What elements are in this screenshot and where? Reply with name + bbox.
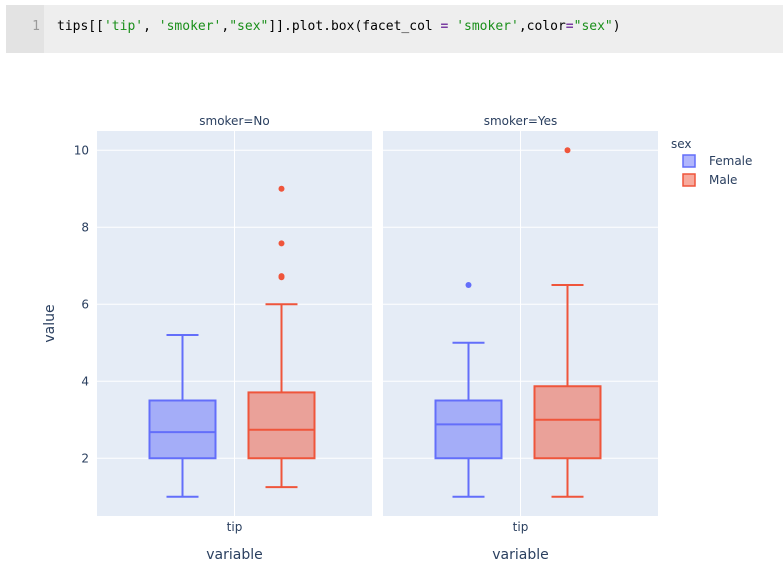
outlier-point — [278, 240, 285, 247]
legend: sex Female Male — [671, 137, 752, 187]
box-female — [148, 334, 217, 498]
code-token: 'smoker' — [456, 19, 519, 34]
y-tick-label: 4 — [81, 374, 89, 388]
iqr-box — [434, 399, 503, 460]
y-tick-label: 2 — [81, 451, 89, 465]
legend-title: sex — [671, 137, 692, 151]
legend-swatch-male — [682, 173, 696, 187]
code-cell[interactable]: 1 tips[['tip', 'smoker',"sex"]].plot.box… — [6, 5, 783, 53]
outlier-point — [465, 282, 472, 288]
x-axis-title: variable — [492, 547, 548, 563]
code-line[interactable]: tips[['tip', 'smoker',"sex"]].plot.box(f… — [57, 19, 621, 34]
box-female — [434, 282, 503, 498]
code-token: = — [565, 19, 574, 34]
code-token: "sex" — [229, 19, 269, 34]
legend-label-female: Female — [709, 154, 752, 168]
iqr-box — [148, 399, 217, 460]
line-gutter: 1 — [6, 5, 44, 53]
y-tick-label: 10 — [74, 143, 89, 157]
code-token: ) — [612, 19, 621, 34]
x-axis-title: variable — [206, 547, 262, 563]
y-tick-label: 6 — [81, 297, 89, 311]
code-token: 'tip' — [103, 19, 144, 34]
code-token: = — [440, 19, 449, 34]
iqr-box — [533, 385, 602, 460]
outlier-point — [278, 273, 285, 280]
x-tick-label: tip — [227, 520, 243, 534]
legend-swatch-female — [682, 154, 696, 168]
legend-label-male: Male — [709, 173, 737, 187]
outlier-point — [278, 185, 285, 192]
box-male — [247, 185, 316, 489]
facet-title: smoker=Yes — [484, 114, 558, 128]
code-token: tips[[ — [57, 19, 104, 34]
code-token: , — [221, 19, 230, 34]
x-tick-label: tip — [513, 520, 529, 534]
y-axis-title: value — [42, 304, 58, 342]
box-male — [533, 147, 602, 498]
code-token: , — [143, 19, 159, 34]
y-tick-label: 8 — [81, 220, 89, 234]
iqr-box — [247, 391, 316, 460]
code-token: 'smoker' — [158, 19, 222, 34]
line-number: 1 — [32, 19, 40, 34]
code-token: ]].plot.box(facet_col — [268, 19, 441, 34]
facet-title: smoker=No — [199, 114, 270, 128]
code-token: ,color — [518, 19, 566, 34]
outlier-point — [564, 147, 571, 154]
code-token: "sex" — [573, 19, 613, 34]
